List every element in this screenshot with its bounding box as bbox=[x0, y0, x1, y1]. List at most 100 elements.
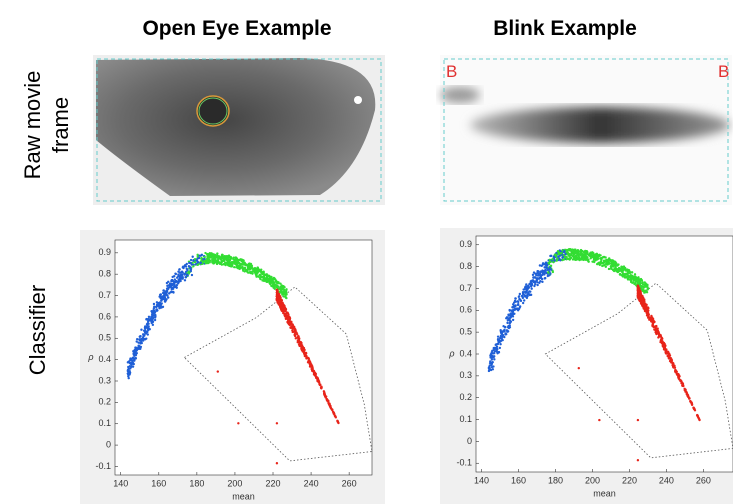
scatter-dot bbox=[646, 288, 648, 290]
scatter-dot bbox=[591, 253, 593, 255]
scatter-dot bbox=[575, 250, 577, 252]
x-tick-label: 220 bbox=[622, 475, 637, 485]
y-tick-label: 0.6 bbox=[459, 305, 472, 315]
scatter-dot bbox=[279, 301, 281, 303]
scatter-dot bbox=[269, 283, 271, 285]
scatter-dot bbox=[519, 299, 521, 301]
scatter-dot bbox=[233, 266, 235, 268]
scatter-dot bbox=[276, 462, 278, 464]
scatter-dot bbox=[584, 251, 586, 253]
scatter-dot bbox=[621, 274, 623, 276]
scatter-dot bbox=[164, 299, 166, 301]
x-tick-label: 140 bbox=[474, 475, 489, 485]
scatter-dot bbox=[162, 290, 164, 292]
scatter-dot bbox=[645, 283, 647, 285]
scatter-dot bbox=[692, 407, 694, 409]
scatter-dot bbox=[631, 271, 633, 273]
scatter-dot bbox=[263, 279, 265, 281]
scatter-dot bbox=[529, 290, 531, 292]
scatter-dot bbox=[132, 357, 134, 359]
scatter-dot bbox=[557, 250, 559, 252]
scatter-dot bbox=[572, 255, 574, 257]
y-tick-label: 0.7 bbox=[98, 290, 111, 300]
scatter-dot bbox=[609, 259, 611, 261]
scatter-dot bbox=[130, 361, 132, 363]
scatter-dot bbox=[506, 322, 508, 324]
scatter-dot bbox=[499, 343, 501, 345]
scatter-dot bbox=[154, 319, 156, 321]
scatter-dot bbox=[166, 282, 168, 284]
scatter-dot bbox=[686, 395, 688, 397]
scatter-dot bbox=[262, 277, 264, 279]
scatter-dot bbox=[137, 344, 139, 346]
scatter-dot bbox=[654, 325, 656, 327]
y-tick-label: 0.6 bbox=[98, 311, 111, 321]
scatter-dot bbox=[144, 329, 146, 331]
scatter-dot bbox=[211, 258, 213, 260]
scatter-dot bbox=[225, 262, 227, 264]
scatter-dot bbox=[140, 329, 142, 331]
y-tick-label: 0.5 bbox=[98, 333, 111, 343]
scatter-dot bbox=[504, 326, 506, 328]
scatter-dot bbox=[212, 254, 214, 256]
scatter-dot bbox=[511, 314, 513, 316]
scatter-dot bbox=[150, 322, 152, 324]
scatter-dot bbox=[564, 253, 566, 255]
scatter-dot bbox=[556, 259, 558, 261]
scatter-dot bbox=[539, 275, 541, 277]
scatter-dot bbox=[281, 307, 283, 309]
scatter-dot bbox=[144, 338, 146, 340]
scatter-dot bbox=[272, 282, 274, 284]
scatter-dot bbox=[569, 257, 571, 259]
scatter-dot bbox=[675, 372, 677, 374]
scatter-dot bbox=[507, 314, 509, 316]
scatter-dot bbox=[615, 268, 617, 270]
scatter-dot bbox=[237, 266, 239, 268]
scatter-dot bbox=[553, 259, 555, 261]
scatter-dot bbox=[255, 269, 257, 271]
scatter-dot bbox=[501, 333, 503, 335]
scatter-dot bbox=[300, 343, 302, 345]
scatter-dot bbox=[488, 370, 490, 372]
scatter-dot bbox=[316, 376, 318, 378]
scatter-dot bbox=[492, 349, 494, 351]
scatter-dot bbox=[521, 295, 523, 297]
scatter-dot bbox=[532, 274, 534, 276]
scatter-dot bbox=[210, 256, 212, 258]
scatter-dot bbox=[573, 258, 575, 260]
scatter-dot bbox=[234, 262, 236, 264]
scatter-dot bbox=[526, 288, 528, 290]
scatter-dot bbox=[567, 258, 569, 260]
scatter-dot bbox=[644, 304, 646, 306]
scatter-dot bbox=[172, 288, 174, 290]
scatter-dot bbox=[643, 285, 645, 287]
scatter-dot bbox=[145, 318, 147, 320]
scatter-dot bbox=[551, 258, 553, 260]
raw-frame bbox=[93, 55, 385, 205]
scatter-dot bbox=[488, 367, 490, 369]
scatter-dot bbox=[247, 268, 249, 270]
scatter-dot bbox=[597, 257, 599, 259]
scatter-dot bbox=[272, 287, 274, 289]
scatter-dot bbox=[519, 293, 521, 295]
x-tick-label: 240 bbox=[304, 478, 319, 488]
scatter-dot bbox=[522, 302, 524, 304]
scatter-dot bbox=[558, 253, 560, 255]
scatter-dot bbox=[599, 254, 601, 256]
scatter-dot bbox=[287, 314, 289, 316]
scatter-dot bbox=[147, 320, 149, 322]
scatter-dot bbox=[147, 329, 149, 331]
scatter-dot bbox=[217, 256, 219, 258]
scatter-dot bbox=[192, 256, 194, 258]
scatter-dot bbox=[311, 369, 313, 371]
scatter-dot bbox=[180, 271, 182, 273]
scatter-dot bbox=[178, 268, 180, 270]
scatter-dot bbox=[544, 277, 546, 279]
scatter-dot bbox=[221, 254, 223, 256]
scatter-dot bbox=[229, 259, 231, 261]
scatter-dot bbox=[681, 384, 683, 386]
y-tick-label: 0 bbox=[106, 439, 111, 449]
scatter-dot bbox=[190, 259, 192, 261]
y-tick-label: 0.2 bbox=[98, 397, 111, 407]
scatter-dot bbox=[533, 280, 535, 282]
